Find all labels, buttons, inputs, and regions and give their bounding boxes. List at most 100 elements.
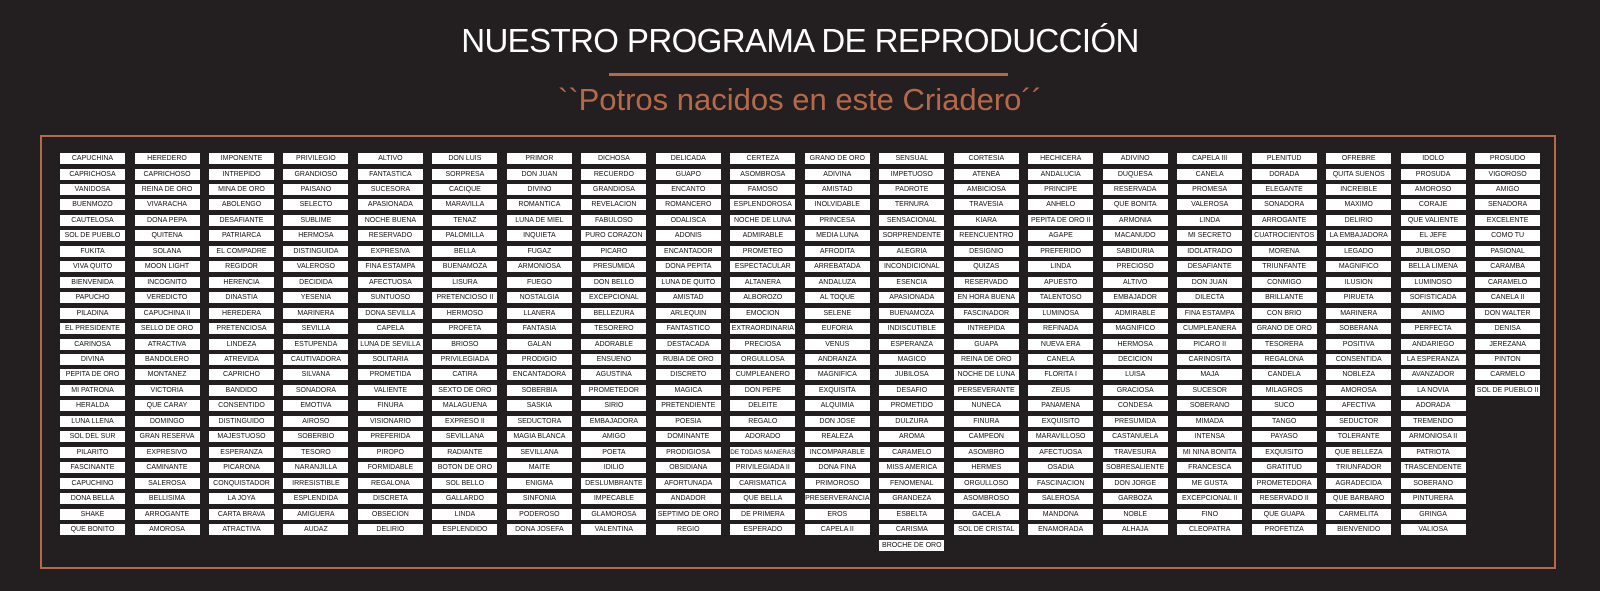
name-tag: PRESUMIDA (1102, 415, 1168, 427)
name-tag: CAPRICHOSA (60, 168, 125, 180)
name-tag: SOBERANO (1177, 400, 1243, 412)
name-tag: VISIONARIO (357, 415, 423, 427)
name-tag: FUKITA (60, 245, 125, 257)
name-tag: DELIRIO (1326, 214, 1392, 226)
name-tag: AUDAZ (283, 524, 349, 535)
name-tag: SOBERANA (1326, 323, 1392, 335)
name-tag: CANELA (1177, 168, 1243, 180)
name-tag: POETA (581, 446, 647, 458)
name-tag: PERSEVERANTE (953, 384, 1019, 396)
name-tag: CAPELA (357, 323, 423, 335)
name-tag: SELENE (804, 307, 870, 319)
name-tag: ALQUIMIA (804, 400, 870, 412)
name-tag: VALENTINA (581, 524, 647, 535)
name-tag: VEREDICTO (134, 292, 200, 304)
name-tag: SOLANA (134, 245, 200, 257)
name-tag: ANDALUCIA (1028, 168, 1094, 180)
name-tag: TOLERANTE (1326, 431, 1392, 443)
name-tag: DONA BELLA (60, 493, 125, 505)
name-tag: ARMONIA (1102, 214, 1168, 226)
name-tag: HEREDERO (134, 153, 200, 164)
name-tag: LUISA (1102, 369, 1168, 381)
name-tag: BELLISIMA (134, 493, 200, 505)
name-tag: DORADA (1251, 168, 1317, 180)
name-tag: AVANZADOR (1400, 369, 1466, 381)
name-tag: TANGO (1251, 415, 1317, 427)
name-tag: DECICION (1102, 354, 1168, 365)
name-tag: CLEOPATRA (1177, 524, 1243, 535)
name-tag: CERTEZA (730, 153, 796, 164)
name-tag: QUE BELLEZA (1326, 446, 1392, 458)
name-tag: CARAMBA (1475, 261, 1541, 273)
name-tag: PICARONA (209, 462, 274, 474)
name-tag: ELEGANTE (1251, 183, 1317, 195)
name-tag: ATRACTIVA (209, 524, 274, 535)
name-tag: PANAMENA (1028, 400, 1094, 412)
name-tag: IMPETUOSO (879, 168, 945, 180)
name-tag: CASTANUELA (1102, 431, 1168, 443)
name-tag: HERMOSA (1102, 338, 1168, 350)
name-tag: ESPERADO (730, 524, 796, 535)
name-tag: GRINGA (1400, 508, 1466, 520)
name-tag: LUNA DE SEVILLA (357, 338, 423, 350)
name-tag: EXPRESO II (432, 415, 498, 427)
name-tag: MAGICA (655, 384, 721, 396)
name-tag: GLAMOROSA (581, 508, 647, 520)
name-tag: VIVARACHA (134, 199, 200, 211)
name-tag: ARROGANTE (134, 508, 200, 520)
name-tag: PEPITA DE ORO II (1028, 214, 1094, 226)
name-tag: QUE BONITA (1102, 199, 1168, 211)
name-tag: GARBOZA (1102, 493, 1168, 505)
name-tag: DON JOSE (804, 415, 870, 427)
name-tag: LUMINOSA (1028, 307, 1094, 319)
name-tag: CAUTELOSA (60, 214, 125, 226)
name-tag: REINA DE ORO (134, 183, 200, 195)
name-tag: SEVILLA (283, 323, 349, 335)
name-tag: FAMOSO (730, 183, 796, 195)
page-title: NUESTRO PROGRAMA DE REPRODUCCIÓN (461, 22, 1139, 59)
name-tag: LA EMBAJADORA (1326, 230, 1392, 242)
name-tag: CARAMELO (879, 446, 945, 458)
name-tag: ARREBATADA (804, 261, 870, 273)
name-tag: CAPELA II (804, 524, 870, 535)
name-tag: PROMETEDOR (581, 384, 647, 396)
name-tag: FASCINACION (1028, 477, 1094, 489)
name-tag: EXCELENTE (1475, 214, 1541, 226)
name-tag: QUE GUAPA (1251, 508, 1317, 520)
name-tag: ARROGANTE (1251, 214, 1317, 226)
name-tag: PREFERIDA (357, 431, 423, 443)
name-tag: DINASTIA (209, 292, 274, 304)
name-tag: AMISTAD (804, 183, 870, 195)
name-tag: AMOROSA (1326, 384, 1392, 396)
name-tag: DOMINANTE (655, 431, 721, 443)
name-tag: NOCHE BUENA (357, 214, 423, 226)
name-tag: MARINERA (1326, 307, 1392, 319)
name-tag: AMOROSA (134, 524, 200, 535)
name-tag: CONQUISTADOR (209, 477, 274, 489)
name-tag: DONA PEPITA (655, 261, 721, 273)
name-tag: FRANCESCA (1177, 462, 1243, 474)
name-tag: SHAKE (60, 508, 125, 520)
name-tag: PAYASO (1251, 431, 1317, 443)
name-tag: MORENA (1251, 245, 1317, 257)
name-tag: PROFETIZA (1251, 524, 1317, 535)
name-tag: DON BELLO (581, 276, 647, 288)
name-tag: ESBELTA (879, 508, 945, 520)
name-tag: PRIMOR (506, 153, 572, 164)
name-tag: CON BRIO (1251, 307, 1317, 319)
name-tag: POESIA (655, 415, 721, 427)
name-tag: INCOMPARABLE (804, 446, 870, 458)
name-tag: PROMETIDA (357, 369, 423, 381)
name-tag: DESIGNIO (953, 245, 1019, 257)
name-tag: PRIMOROSO (804, 477, 870, 489)
name-tag: EMOCION (730, 307, 796, 319)
name-tag: TESORO (283, 446, 349, 458)
name-tag: DON JUAN (1177, 276, 1243, 288)
name-tag: HERENCIA (209, 276, 274, 288)
name-tag: SENSUAL (879, 153, 945, 164)
name-tag: DIVINA (60, 354, 125, 365)
name-tag: PATRIOTA (1400, 446, 1466, 458)
name-tag: ME GUSTA (1177, 477, 1243, 489)
name-tag: JEREZANA (1475, 338, 1541, 350)
name-tag: TREMENDO (1400, 415, 1466, 427)
